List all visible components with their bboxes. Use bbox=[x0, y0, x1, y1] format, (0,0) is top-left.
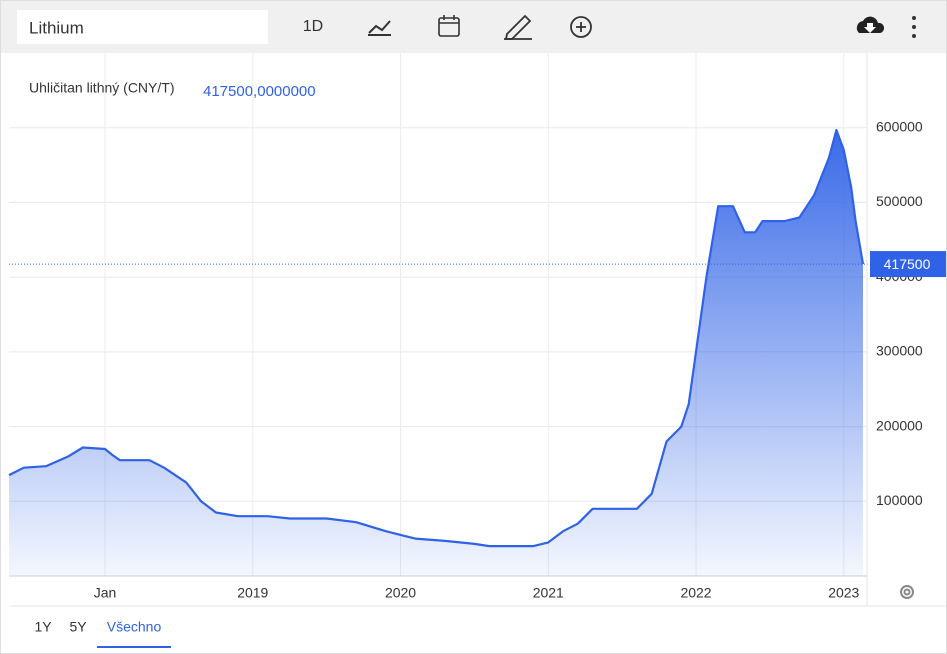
last-value-label: 417500 bbox=[884, 256, 931, 272]
line bbox=[8, 128, 865, 548]
active-underline bbox=[97, 646, 171, 648]
x-tick-label: 2020 bbox=[385, 585, 416, 601]
y-tick-label: 200000 bbox=[876, 417, 923, 433]
download-icon[interactable] bbox=[856, 16, 885, 33]
interval-button[interactable]: 1D bbox=[303, 18, 323, 35]
x-tick-label: 2023 bbox=[828, 585, 859, 601]
search-text[interactable]: Lithium bbox=[29, 18, 84, 37]
range-button-active[interactable]: Všechno bbox=[107, 619, 162, 635]
y-tick-label: 300000 bbox=[876, 343, 923, 359]
x-tick-label: 2021 bbox=[533, 585, 564, 601]
settings-icon[interactable] bbox=[900, 585, 914, 599]
calendar-icon[interactable] bbox=[438, 15, 460, 37]
menu-icon[interactable] bbox=[912, 16, 916, 38]
y-tick-label: 600000 bbox=[876, 118, 923, 134]
search-box[interactable] bbox=[17, 10, 268, 44]
x-tick-label: Jan bbox=[94, 585, 117, 601]
x-tick-label: 2022 bbox=[680, 585, 711, 601]
area bbox=[9, 130, 863, 576]
range-button[interactable]: 5Y bbox=[69, 619, 87, 635]
chart-type-icon[interactable] bbox=[368, 20, 391, 36]
range-button[interactable]: 1Y bbox=[34, 619, 52, 635]
y-tick-label: 100000 bbox=[876, 492, 923, 508]
header-value: 417500,0000000 bbox=[203, 83, 316, 100]
last-value-box bbox=[870, 251, 946, 278]
y-tick-label: 500000 bbox=[876, 193, 923, 209]
series-name: Uhličitan lithný (CNY/T) bbox=[29, 80, 174, 96]
x-tick-label: 2019 bbox=[237, 585, 268, 601]
draw-icon[interactable] bbox=[504, 14, 532, 40]
compare-icon[interactable] bbox=[570, 16, 592, 38]
